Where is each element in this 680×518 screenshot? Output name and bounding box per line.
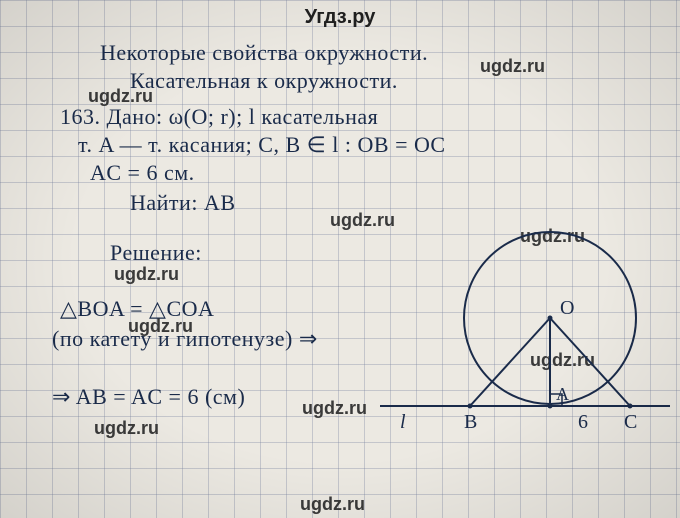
watermark-text: ugdz.ru	[114, 264, 179, 285]
handwritten-line: Найти: AB	[130, 190, 236, 216]
site-title-text: Угдз.ру	[305, 6, 376, 28]
handwritten-line: т. A — т. касания; C, B ∈ l : OB = OC	[78, 132, 446, 158]
handwritten-line: Касательная к окружности.	[130, 68, 398, 94]
segment-OB	[470, 318, 550, 406]
point-B	[468, 404, 473, 409]
point-C	[628, 404, 633, 409]
watermark-text: ugdz.ru	[330, 210, 395, 231]
handwritten-line: (по катету и гипотенузе) ⇒	[52, 326, 318, 352]
geometry-diagram: O A B Cl 6	[380, 230, 670, 450]
watermark-text: ugdz.ru	[94, 418, 159, 439]
point-O	[548, 316, 553, 321]
watermark-text: ugdz.ru	[480, 56, 545, 77]
label-A: A	[556, 384, 569, 404]
label-C: C	[624, 411, 637, 433]
site-title: Угдз.ру	[0, 6, 680, 29]
page-content: Угдз.ру Некоторые свойства окружности.Ка…	[0, 0, 680, 518]
label-l: l	[400, 411, 406, 433]
handwritten-line: Решение:	[110, 240, 202, 266]
label-B: B	[464, 411, 477, 433]
watermark-text: ugdz.ru	[300, 494, 365, 515]
handwritten-line: ⇒ AB = AC = 6 (см)	[52, 384, 245, 410]
handwritten-line: Некоторые свойства окружности.	[100, 40, 428, 66]
handwritten-line: △BOA = △COA	[60, 296, 214, 322]
handwritten-line: 163. Дано: ω(O; r); l касательная	[60, 104, 378, 130]
watermark-text: ugdz.ru	[302, 398, 367, 419]
point-A	[548, 404, 553, 409]
handwritten-line: AC = 6 см.	[90, 160, 195, 186]
label-O: O	[560, 297, 574, 319]
label-6: 6	[578, 411, 588, 433]
